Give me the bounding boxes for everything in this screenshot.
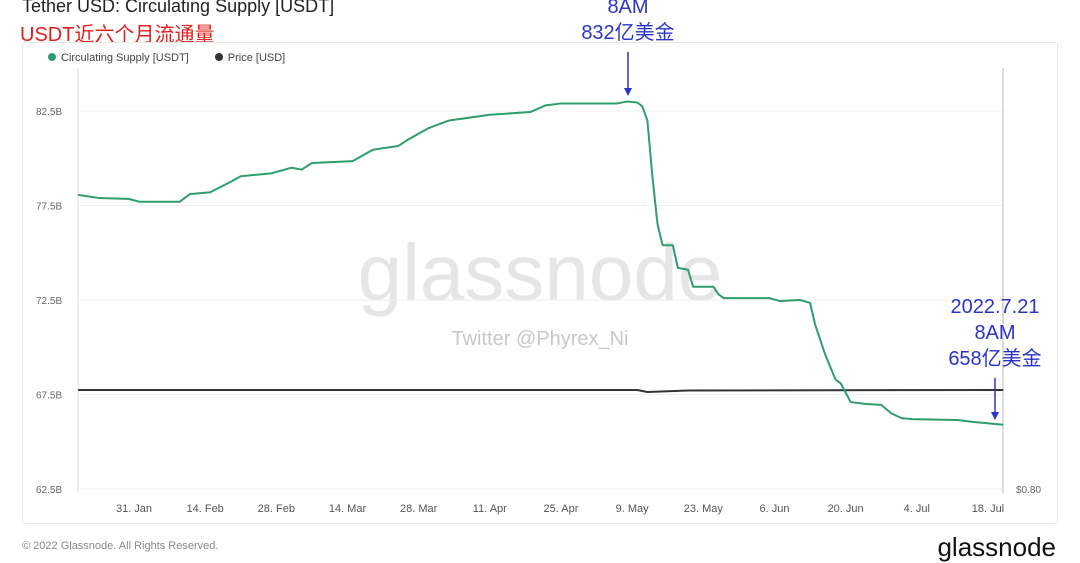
latest-annotation: 2022.7.21 8AM 658亿美金 <box>940 294 1050 372</box>
latest-annotation-value: 658亿美金 <box>940 346 1050 372</box>
x-tick-label: 28. Feb <box>258 503 295 515</box>
latest-annotation-time: 8AM <box>940 320 1050 346</box>
watermark-twitter: Twitter @Phyrex_Ni <box>451 328 628 350</box>
x-tick-label: 11. Apr <box>473 503 507 515</box>
peak-arrowhead-icon <box>624 88 632 96</box>
y-tick-label: 77.5B <box>36 202 62 213</box>
peak-annotation-time: 8AM <box>578 0 678 20</box>
x-tick-label: 4. Jul <box>904 503 930 515</box>
x-tick-label: 6. Jun <box>759 503 789 515</box>
x-tick-label: 23. May <box>684 503 724 515</box>
y-right-tick-label: $0.80 <box>1016 485 1041 496</box>
x-tick-label: 25. Apr <box>544 503 579 515</box>
copyright: © 2022 Glassnode. All Rights Reserved. <box>22 540 218 552</box>
peak-annotation-value: 832亿美金 <box>578 20 678 46</box>
y-tick-label: 62.5B <box>36 485 62 496</box>
y-tick-label: 82.5B <box>36 107 62 118</box>
x-tick-label: 31. Jan <box>116 503 152 515</box>
chart-svg: glassnode Twitter @Phyrex_Ni 82.5B 77.5B 7… <box>0 0 1080 548</box>
x-tick-label: 28. Mar <box>400 503 438 515</box>
watermark-logo: glassnode <box>358 228 723 317</box>
x-tick-label: 20. Jun <box>828 503 864 515</box>
peak-annotation: 8AM 832亿美金 <box>578 0 678 46</box>
latest-arrowhead-icon <box>991 412 999 420</box>
x-tick-label: 14. Mar <box>329 503 367 515</box>
price-line <box>78 390 1003 392</box>
y-tick-label: 67.5B <box>36 391 62 402</box>
x-tick-label: 18. Jul <box>972 503 1004 515</box>
x-tick-label: 9. May <box>616 503 650 515</box>
x-tick-label: 14. Feb <box>187 503 224 515</box>
latest-annotation-date: 2022.7.21 <box>940 294 1050 320</box>
y-tick-label: 72.5B <box>36 296 62 307</box>
